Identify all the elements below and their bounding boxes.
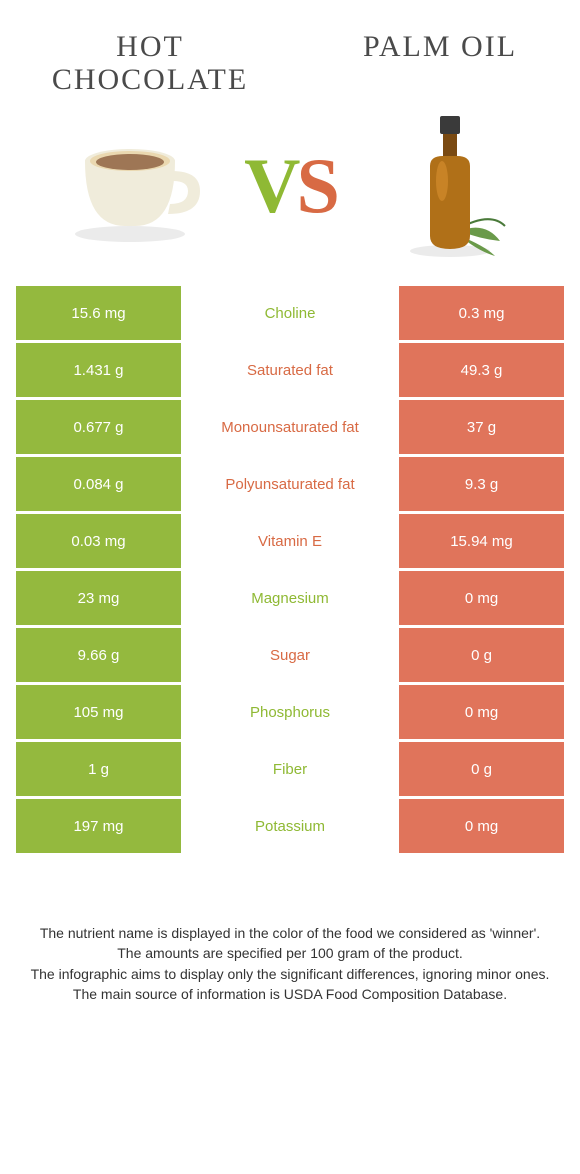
nutrient-label: Choline <box>181 286 399 340</box>
footer-line-3: The infographic aims to display only the… <box>30 964 550 984</box>
footer-line-1: The nutrient name is displayed in the co… <box>30 923 550 943</box>
right-value: 0 g <box>399 628 564 682</box>
left-title: Hot chocolate <box>40 30 260 96</box>
comparison-images: VS <box>0 106 580 286</box>
nutrient-label: Polyunsaturated fat <box>181 457 399 511</box>
left-value: 0.677 g <box>16 400 181 454</box>
left-value: 0.03 mg <box>16 514 181 568</box>
table-row: 1.431 gSaturated fat49.3 g <box>16 343 564 397</box>
table-row: 0.084 gPolyunsaturated fat9.3 g <box>16 457 564 511</box>
left-value: 9.66 g <box>16 628 181 682</box>
footer-notes: The nutrient name is displayed in the co… <box>30 923 550 1004</box>
nutrient-label: Vitamin E <box>181 514 399 568</box>
left-value: 197 mg <box>16 799 181 853</box>
left-value: 23 mg <box>16 571 181 625</box>
nutrient-label: Saturated fat <box>181 343 399 397</box>
nutrient-label: Sugar <box>181 628 399 682</box>
left-value: 15.6 mg <box>16 286 181 340</box>
table-row: 23 mgMagnesium0 mg <box>16 571 564 625</box>
footer-line-4: The main source of information is USDA F… <box>30 984 550 1004</box>
footer-line-2: The amounts are specified per 100 gram o… <box>30 943 550 963</box>
right-value: 9.3 g <box>399 457 564 511</box>
header: Hot chocolate Palm oil <box>0 0 580 106</box>
table-row: 197 mgPotassium0 mg <box>16 799 564 853</box>
nutrient-label: Monounsaturated fat <box>181 400 399 454</box>
left-value: 1 g <box>16 742 181 796</box>
comparison-table: 15.6 mgCholine0.3 mg1.431 gSaturated fat… <box>16 286 564 853</box>
right-value: 15.94 mg <box>399 514 564 568</box>
right-value: 37 g <box>399 400 564 454</box>
table-row: 9.66 gSugar0 g <box>16 628 564 682</box>
right-value: 0 mg <box>399 571 564 625</box>
vs-s: S <box>296 142 335 229</box>
right-value: 49.3 g <box>399 343 564 397</box>
right-title: Palm oil <box>340 30 540 96</box>
vs-label: VS <box>244 141 336 231</box>
right-value: 0 g <box>399 742 564 796</box>
table-row: 0.677 gMonounsaturated fat37 g <box>16 400 564 454</box>
right-value: 0 mg <box>399 799 564 853</box>
vs-v: V <box>244 142 296 229</box>
left-value: 105 mg <box>16 685 181 739</box>
table-row: 15.6 mgCholine0.3 mg <box>16 286 564 340</box>
right-value: 0 mg <box>399 685 564 739</box>
left-value: 1.431 g <box>16 343 181 397</box>
nutrient-label: Fiber <box>181 742 399 796</box>
nutrient-label: Phosphorus <box>181 685 399 739</box>
left-value: 0.084 g <box>16 457 181 511</box>
nutrient-label: Magnesium <box>181 571 399 625</box>
hot-chocolate-image <box>60 116 200 256</box>
palm-oil-image <box>380 116 520 256</box>
table-row: 105 mgPhosphorus0 mg <box>16 685 564 739</box>
table-row: 1 gFiber0 g <box>16 742 564 796</box>
table-row: 0.03 mgVitamin E15.94 mg <box>16 514 564 568</box>
right-value: 0.3 mg <box>399 286 564 340</box>
nutrient-label: Potassium <box>181 799 399 853</box>
